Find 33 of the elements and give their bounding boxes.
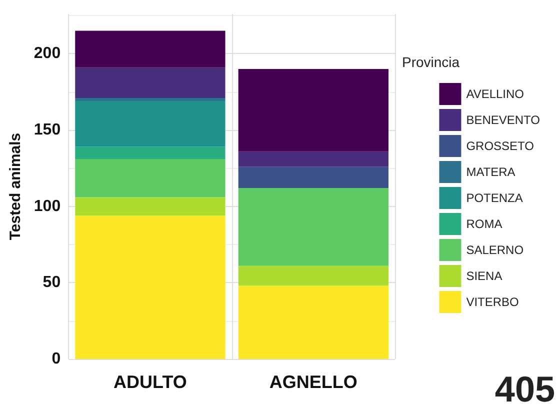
bar bbox=[238, 68, 388, 152]
x-tick-label: AGNELLO bbox=[269, 372, 358, 392]
y-tick-label: 50 bbox=[42, 274, 61, 292]
y-tick-label: 100 bbox=[34, 198, 61, 215]
y-tick-label: 150 bbox=[34, 122, 61, 139]
y-tick-label: 0 bbox=[52, 350, 61, 368]
bar bbox=[238, 151, 388, 167]
x-tick-label: ADULTO bbox=[114, 372, 187, 392]
legend-label: VITERBO bbox=[466, 295, 519, 309]
y-tick-label: 200 bbox=[34, 45, 61, 62]
legend-title: Provincia bbox=[402, 54, 460, 70]
legend-label: SIENA bbox=[466, 269, 502, 283]
bar bbox=[238, 166, 388, 188]
bar bbox=[75, 216, 226, 359]
legend-label: MATERA bbox=[466, 165, 516, 179]
bar bbox=[238, 286, 388, 359]
bar bbox=[75, 30, 226, 68]
legend-label: GROSSETO bbox=[466, 139, 534, 153]
legend-label: BENEVENTO bbox=[466, 113, 540, 127]
legend-label: POTENZA bbox=[466, 191, 523, 205]
bar bbox=[75, 146, 226, 160]
text: 405 bbox=[494, 368, 556, 410]
bar bbox=[75, 98, 226, 102]
y-axis-title: Tested animals bbox=[7, 132, 24, 240]
bar bbox=[75, 159, 226, 198]
bar bbox=[75, 197, 226, 216]
bar bbox=[238, 188, 388, 266]
bar bbox=[238, 266, 388, 286]
bar bbox=[75, 101, 226, 147]
legend-label: ROMA bbox=[466, 217, 502, 231]
bar bbox=[75, 67, 226, 98]
legend-label: AVELLINO bbox=[466, 87, 524, 101]
legend-label: SALERNO bbox=[466, 243, 524, 257]
